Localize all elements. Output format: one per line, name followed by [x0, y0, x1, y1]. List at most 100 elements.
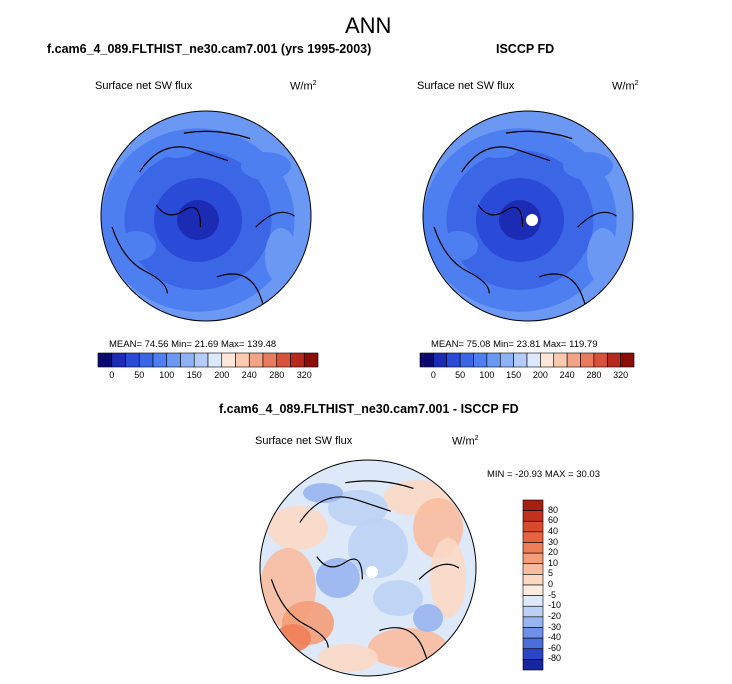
colorbar-tick-label: 150	[506, 370, 522, 380]
coastline-4	[155, 204, 202, 228]
panel1-colorbar	[97, 352, 319, 368]
colorbar-swatch-4	[522, 542, 544, 554]
panel1-mean-value: 74.56	[144, 339, 169, 350]
colorbar-tick-label: 100	[479, 370, 495, 380]
panel1-max-value: 139.48	[247, 339, 277, 350]
coastline-5	[183, 130, 251, 140]
colorbar-tick-label: -60	[548, 642, 562, 653]
coastline-4	[477, 204, 524, 228]
colorbar-tick-label: 280	[269, 370, 285, 380]
colorbar-tick-label: 80	[548, 504, 559, 515]
field-blob-12	[328, 490, 388, 526]
panel2-min-label: Min=	[493, 339, 514, 350]
coastline-5	[505, 130, 573, 140]
colorbar-swatch-3	[522, 531, 544, 543]
panel2-variable-label: Surface net SW flux	[417, 80, 515, 92]
field-blob-14	[303, 483, 343, 503]
colorbar-swatch-9	[522, 595, 544, 607]
colorbar-tick-label: 50	[134, 370, 145, 380]
field-patch-2	[265, 228, 297, 284]
field-patch-3	[154, 134, 198, 158]
field-patch-3	[476, 134, 520, 158]
colorbar-tick-label: -30	[548, 621, 562, 632]
panel3-units: W/m2	[452, 435, 479, 448]
field-patch-1	[241, 152, 291, 180]
colorbar-tick-label: 60	[548, 515, 559, 526]
panel3-case-title: f.cam6_4_089.FLTHIST_ne30.cam7.001 - ISC…	[219, 402, 519, 416]
missing-data-pole	[526, 214, 538, 226]
panel2-max-value: 119.79	[569, 339, 598, 350]
field-patch-1	[563, 152, 613, 180]
colorbar-swatch-1	[522, 510, 544, 522]
panel1-colorbar-ticks: 0 50 100 150 200 240 280 320	[98, 370, 318, 382]
coastline-0	[461, 146, 551, 173]
colorbar-tick-label: 50	[455, 370, 466, 380]
field-blob-11	[373, 580, 423, 616]
panel1-units: W/m2	[290, 80, 317, 93]
coastline-4	[316, 556, 363, 580]
colorbar-tick-label: -40	[548, 632, 562, 643]
colorbar-tick-label: 200	[214, 370, 230, 380]
field-blob-10	[316, 558, 360, 598]
colorbar-tick-label: 200	[532, 370, 548, 380]
field-blob-6	[430, 538, 466, 618]
colorbar-swatch-7	[522, 574, 544, 586]
field-blob-8	[318, 644, 378, 672]
colorbar-tick-label: -10	[548, 600, 562, 611]
colorbar-tick-label: 30	[548, 536, 559, 547]
colorbar-swatch-0	[522, 499, 544, 511]
panel3-colorbar	[522, 499, 544, 671]
panel2-units: W/m2	[612, 80, 639, 93]
map-border	[422, 110, 634, 322]
colorbar-tick-label: 240	[241, 370, 257, 380]
coastline-2	[538, 273, 606, 321]
coastline-5	[345, 480, 414, 489]
panel3-units-base: W/m	[452, 435, 475, 448]
colorbar-tick-label: 100	[159, 370, 175, 380]
field-blob-0	[268, 506, 328, 550]
colorbar-tick-label: -80	[548, 653, 562, 664]
colorbar-tick-label: 320	[613, 370, 629, 380]
panel1-units-exp: 2	[312, 80, 317, 87]
panel3-colorbar-ticks: 80 60 40 30 20 10 5 0 -5 -10 -20 -30 -40 -60 -80	[548, 500, 578, 670]
page-title: ANN	[345, 13, 392, 38]
coastline-3	[255, 211, 295, 228]
panel2-case-title: ISCCP FD	[496, 42, 555, 56]
panel1-min-label: Min=	[171, 339, 192, 350]
colorbar-tick-label: 320	[296, 370, 312, 380]
colorbar-tick-label: -5	[548, 589, 557, 600]
colorbar-swatch-10	[522, 605, 544, 618]
coastline-1	[270, 579, 329, 648]
colorbar-tick-label: 0	[430, 370, 436, 380]
colorbar-swatch-13	[522, 637, 544, 650]
colorbar-swatch-6	[522, 563, 544, 575]
panel2-mean-value: 75.08	[466, 339, 491, 350]
panel1-case-title: f.cam6_4_089.FLTHIST_ne30.cam7.001 (yrs …	[47, 42, 372, 56]
field-blob-7	[368, 628, 448, 668]
field-band-3	[177, 200, 219, 240]
panel1-variable-label: Surface net SW flux	[95, 80, 193, 92]
colorbar-tick-label: 150	[186, 370, 202, 380]
colorbar-tick-label: 40	[548, 525, 559, 536]
coastline-2	[216, 273, 284, 321]
colorbar-tick-label: -20	[548, 610, 562, 621]
panel2-units-base: W/m	[612, 80, 635, 93]
field-patch-0	[116, 231, 156, 261]
panel2-stats: MEAN= 75.08 Min= 23.81 Max= 119.79	[431, 339, 597, 350]
panel3-units-exp: 2	[474, 435, 479, 442]
map-border	[100, 110, 312, 322]
coastline-3	[577, 211, 617, 228]
coastline-0	[299, 496, 391, 523]
colorbar-tick-label: 240	[559, 370, 575, 380]
field-band-3	[499, 200, 541, 240]
colorbar-tick-label: 10	[548, 557, 559, 568]
missing-data-pole	[366, 566, 378, 578]
panel1-stats: MEAN= 74.56 Min= 21.69 Max= 139.48	[109, 339, 276, 350]
colorbar-swatch-5	[522, 552, 544, 565]
panel1-units-base: W/m	[290, 80, 313, 93]
colorbar-swatch-11	[522, 616, 544, 628]
colorbar-tick-label: 20	[548, 547, 559, 558]
colorbar-swatch-8	[522, 584, 544, 596]
